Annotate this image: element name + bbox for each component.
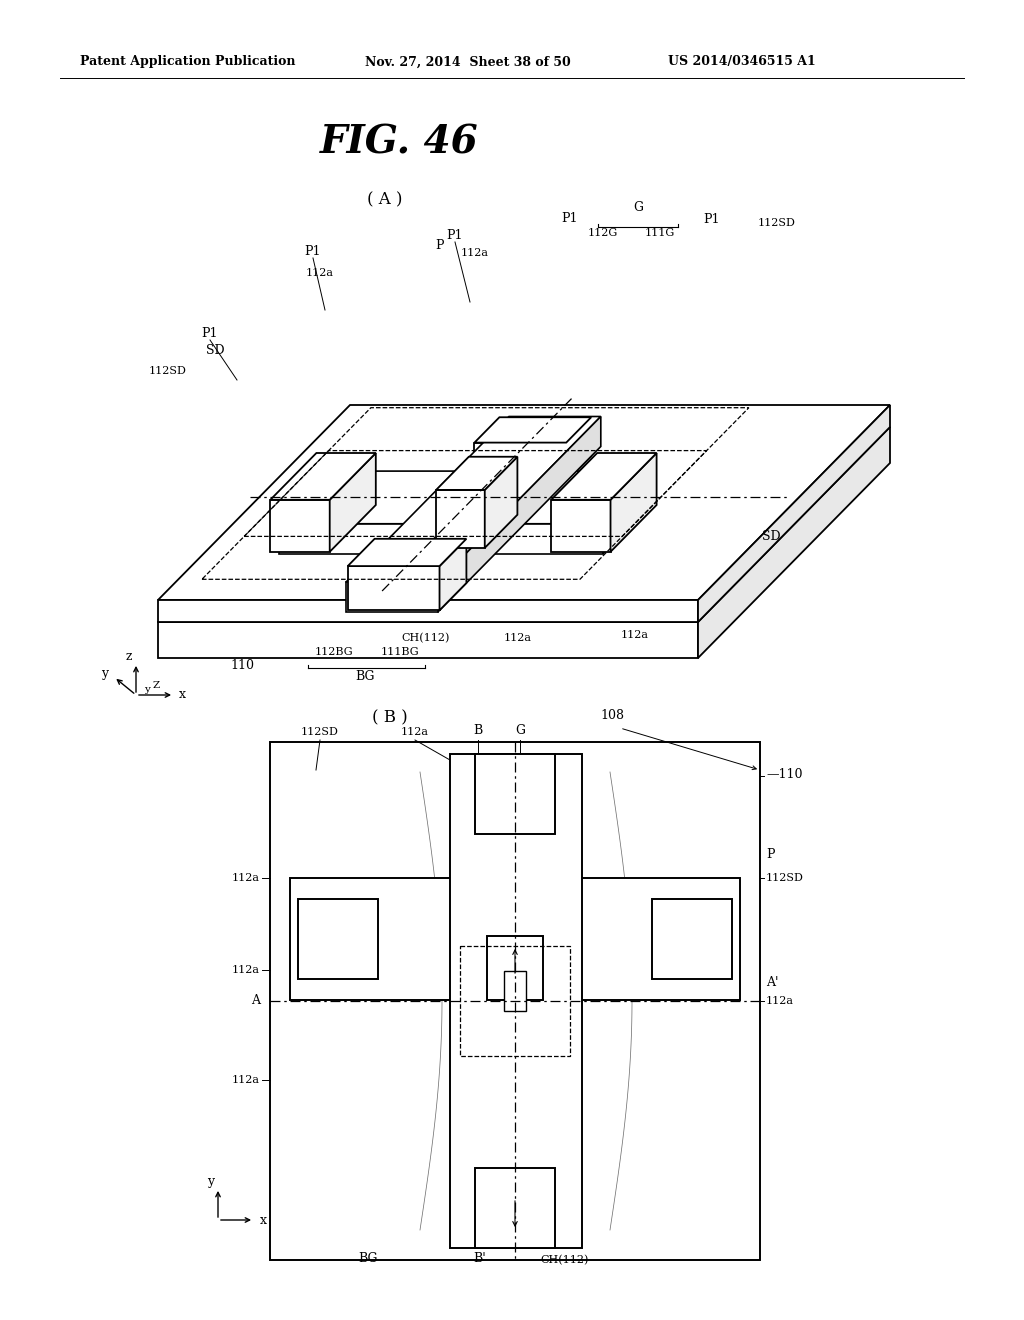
Bar [270, 742, 760, 1261]
Bar [298, 899, 378, 979]
Text: 112a: 112a [232, 1074, 260, 1085]
Polygon shape [436, 457, 517, 490]
Text: FIG. 46: FIG. 46 [319, 123, 478, 161]
Text: 111BG: 111BG [381, 647, 419, 657]
Text: P: P [436, 239, 444, 252]
Text: G: G [515, 723, 525, 737]
Text: SD: SD [762, 529, 780, 543]
Polygon shape [158, 405, 890, 601]
Text: Z: Z [153, 681, 160, 689]
Text: 112a: 112a [232, 873, 260, 883]
Polygon shape [439, 539, 466, 610]
Text: 108: 108 [600, 709, 624, 722]
Text: x: x [260, 1213, 267, 1226]
Polygon shape [280, 471, 655, 524]
Text: SD: SD [206, 345, 224, 356]
Text: P: P [766, 849, 774, 862]
Text: z: z [126, 651, 132, 664]
Text: CH(112): CH(112) [541, 1255, 589, 1265]
Polygon shape [698, 426, 890, 657]
Text: 112SD: 112SD [301, 727, 339, 737]
Text: G: G [633, 201, 643, 214]
Text: y: y [144, 685, 150, 693]
Text: 112SD: 112SD [758, 218, 796, 228]
Text: P1: P1 [305, 246, 322, 257]
Polygon shape [158, 601, 698, 622]
Polygon shape [346, 417, 601, 582]
Polygon shape [474, 442, 566, 482]
Text: y: y [207, 1176, 214, 1188]
Bar [487, 936, 543, 1001]
Polygon shape [610, 453, 656, 552]
Text: y: y [101, 667, 108, 680]
Polygon shape [474, 417, 591, 442]
Polygon shape [603, 471, 655, 554]
Polygon shape [346, 582, 437, 612]
Text: ( B ): ( B ) [372, 710, 408, 726]
Text: 112a: 112a [461, 248, 489, 257]
Bar [475, 754, 555, 834]
Text: —110: —110 [766, 768, 803, 781]
Text: 112a: 112a [621, 630, 649, 640]
Text: P1: P1 [562, 213, 579, 224]
Polygon shape [551, 453, 656, 500]
Polygon shape [330, 453, 376, 552]
Text: 112a: 112a [766, 997, 794, 1006]
Polygon shape [270, 500, 330, 552]
Text: B': B' [474, 1251, 486, 1265]
Text: A': A' [766, 977, 778, 990]
Bar [504, 972, 526, 1011]
Text: 112a: 112a [306, 268, 334, 279]
Polygon shape [436, 490, 484, 548]
Polygon shape [698, 405, 890, 622]
Text: B: B [473, 723, 482, 737]
Polygon shape [158, 622, 698, 657]
Polygon shape [437, 417, 601, 612]
Text: A: A [251, 994, 260, 1007]
Text: 111G: 111G [645, 228, 675, 238]
Bar [652, 899, 732, 979]
Polygon shape [566, 417, 591, 482]
Text: Nov. 27, 2014  Sheet 38 of 50: Nov. 27, 2014 Sheet 38 of 50 [365, 55, 570, 69]
Text: 112a: 112a [504, 634, 532, 643]
Text: 112SD: 112SD [766, 873, 804, 883]
Text: CH(112): CH(112) [401, 632, 450, 643]
Polygon shape [348, 539, 466, 566]
Polygon shape [348, 566, 439, 610]
Text: P1: P1 [703, 213, 720, 226]
Polygon shape [158, 426, 890, 622]
Text: US 2014/0346515 A1: US 2014/0346515 A1 [668, 55, 816, 69]
Bar [290, 878, 740, 1001]
Text: ( A ): ( A ) [368, 191, 402, 209]
Text: Patent Application Publication: Patent Application Publication [80, 55, 296, 69]
Text: BG: BG [355, 671, 375, 682]
Bar [450, 754, 582, 1247]
Text: 112G: 112G [588, 228, 618, 238]
Text: P1: P1 [446, 228, 463, 242]
Text: BG: BG [358, 1251, 378, 1265]
Text: 112SD: 112SD [150, 366, 187, 376]
Polygon shape [551, 500, 610, 552]
Text: P1: P1 [202, 327, 218, 341]
Text: 112BG: 112BG [314, 647, 353, 657]
Polygon shape [484, 457, 517, 548]
Polygon shape [280, 524, 603, 554]
Text: 112a: 112a [401, 727, 429, 737]
Text: 110: 110 [230, 659, 254, 672]
Polygon shape [270, 453, 376, 500]
Text: 112a: 112a [232, 965, 260, 975]
Text: x: x [179, 689, 186, 701]
Bar [475, 1168, 555, 1247]
